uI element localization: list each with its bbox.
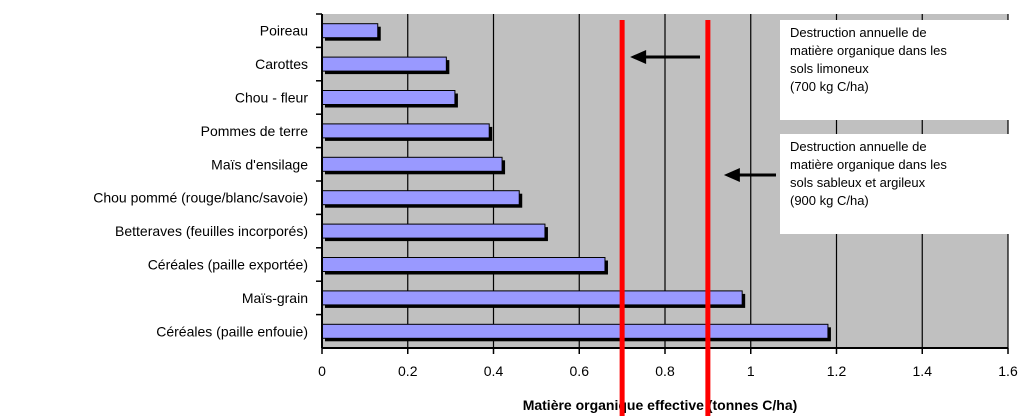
arrow-sandy-head [723, 168, 740, 182]
category-label: Maïs d'ensilage [211, 156, 308, 172]
bar [321, 156, 503, 172]
x-tick-label: 0 [318, 363, 326, 379]
category-labels: Poireau Carottes Chou - fleur Pommes de ter… [93, 23, 308, 340]
category-label: Chou - fleur [235, 90, 308, 106]
x-tick-labels: 0 0.2 0.4 0.6 0.8 1 1.2 1.4 1.6 [318, 363, 1018, 379]
category-label: Poireau [260, 23, 308, 39]
annotation-line: sols limoneux [790, 61, 869, 76]
annotation-line: Destruction annuelle de [790, 139, 927, 154]
category-label: Céréales (paille exportée) [148, 257, 308, 273]
x-tick-label: 1.6 [998, 363, 1018, 379]
bar [321, 223, 546, 239]
bar [321, 190, 520, 206]
arrow-silty-head [630, 50, 647, 64]
x-tick-label: 0.2 [398, 363, 418, 379]
reference-lines [619, 20, 711, 416]
annotation-line: (700 kg C/ha) [790, 79, 869, 94]
annotation-line: Destruction annuelle de [790, 25, 927, 40]
x-tick-label: 0.6 [570, 363, 590, 379]
category-label: Maïs-grain [242, 290, 308, 306]
category-label: Céréales (paille enfouie) [156, 323, 308, 339]
annotation-silty-soils: Destruction annuelle de matière organiqu… [780, 20, 1020, 120]
category-label: Carottes [255, 56, 308, 72]
x-axis-title: Matière organique effective (tonnes C/ha… [523, 397, 798, 413]
annotation-line: matière organique dans les [790, 43, 947, 58]
annotation-line: (900 kg C/ha) [790, 193, 869, 208]
axes [316, 13, 1009, 354]
bar [321, 90, 456, 105]
x-tick-label: 0.8 [655, 363, 675, 379]
bar [321, 56, 447, 72]
bar [321, 290, 743, 306]
annotation-arrows [630, 50, 776, 182]
bar [321, 123, 490, 139]
bar [321, 323, 829, 339]
category-label: Chou pommé (rouge/blanc/savoie) [93, 190, 308, 206]
x-tick-label: 0.4 [484, 363, 504, 379]
x-tick-label: 1 [747, 363, 755, 379]
x-tick-label: 1.2 [827, 363, 847, 379]
category-label: Pommes de terre [201, 123, 309, 139]
category-label: Betteraves (feuilles incorporés) [115, 223, 308, 239]
bar [321, 257, 606, 272]
annotation-sandy-clay-soils: Destruction annuelle de matière organiqu… [780, 134, 1020, 234]
bars [321, 23, 831, 342]
bar [321, 23, 379, 39]
annotation-line: sols sableux et argileux [790, 175, 926, 190]
annotation-line: matière organique dans les [790, 157, 947, 172]
x-tick-label: 1.4 [913, 363, 933, 379]
